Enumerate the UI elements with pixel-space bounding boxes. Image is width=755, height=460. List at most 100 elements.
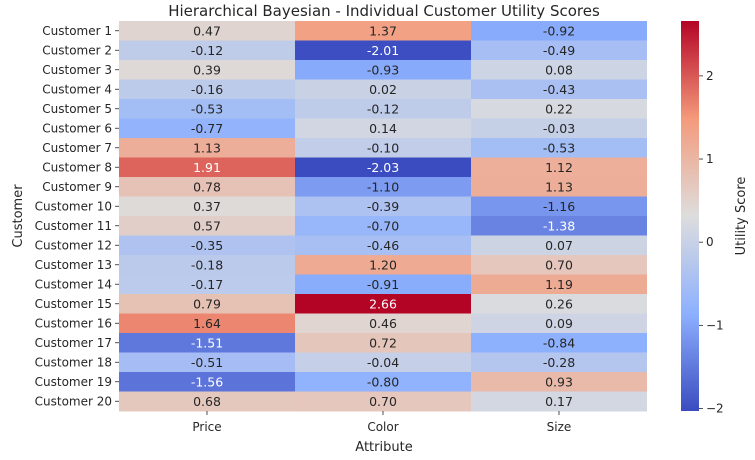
heatmap-cell xyxy=(471,21,647,41)
row-tick-label: Customer 18 xyxy=(35,355,112,369)
heatmap-cell xyxy=(295,313,471,334)
row-tick-label: Customer 5 xyxy=(42,102,112,116)
cell-value-label: 0.17 xyxy=(545,394,573,409)
cell-value-label: 0.79 xyxy=(193,296,221,311)
cell-value-label: 0.02 xyxy=(369,82,397,97)
cell-value-label: -2.03 xyxy=(367,160,399,175)
heatmap-cell xyxy=(119,333,295,353)
heatmap-cell xyxy=(295,333,471,353)
heatmap-cell xyxy=(119,274,295,295)
cell-value-label: -1.51 xyxy=(191,335,223,350)
cell-value-label: 0.08 xyxy=(545,62,573,77)
cell-value-label: -0.43 xyxy=(543,82,575,97)
cell-value-label: -1.16 xyxy=(543,199,575,214)
row-tick-label: Customer 6 xyxy=(42,121,112,135)
heatmap-cell xyxy=(119,21,295,41)
heatmap-cell xyxy=(471,235,647,256)
cell-value-label: -0.39 xyxy=(367,199,399,214)
column-tick-label: Color xyxy=(367,420,398,434)
cell-value-label: -0.80 xyxy=(367,374,399,389)
heatmap-cell xyxy=(471,99,647,119)
heatmap-cell xyxy=(471,372,647,392)
cell-value-label: 0.09 xyxy=(545,316,573,331)
heatmap-cell xyxy=(119,60,295,80)
row-tick-label: Customer 11 xyxy=(35,219,112,233)
heatmap-cell xyxy=(471,157,647,178)
heatmap-cell xyxy=(119,391,295,412)
heatmap-cell xyxy=(471,118,647,139)
cell-value-label: -1.10 xyxy=(367,179,399,194)
cell-value-label: -0.10 xyxy=(367,140,399,155)
colorbar-tick-label: −1 xyxy=(706,318,724,332)
cell-value-label: 1.20 xyxy=(369,257,397,272)
cell-value-label: 0.70 xyxy=(369,394,397,409)
heatmap-cell xyxy=(295,157,471,178)
cell-value-label: -0.12 xyxy=(191,43,223,58)
row-tick-label: Customer 13 xyxy=(35,258,112,272)
heatmap-cell xyxy=(119,138,295,158)
cell-value-label: 0.78 xyxy=(193,179,221,194)
cell-value-label: 1.91 xyxy=(193,160,221,175)
cell-value-label: -0.35 xyxy=(191,238,223,253)
cell-value-label: -0.84 xyxy=(543,335,575,350)
cell-value-label: 0.57 xyxy=(193,218,221,233)
cell-value-label: -0.49 xyxy=(543,43,575,58)
cell-value-label: -1.56 xyxy=(191,374,223,389)
colorbar-tick-label: 2 xyxy=(706,69,714,83)
colorbar-tick-label: 1 xyxy=(706,152,714,166)
cell-value-label: 0.93 xyxy=(545,374,573,389)
heatmap-cell xyxy=(471,196,647,217)
heatmap-cell xyxy=(119,255,295,275)
row-tick-label: Customer 20 xyxy=(35,394,112,408)
cell-value-label: 0.46 xyxy=(369,316,397,331)
row-tick-label: Customer 15 xyxy=(35,297,112,311)
cell-value-label: -0.17 xyxy=(191,277,223,292)
row-tick-label: Customer 14 xyxy=(35,277,112,291)
heatmap-cell xyxy=(295,138,471,158)
heatmap-cell xyxy=(119,157,295,178)
heatmap-cell xyxy=(119,196,295,217)
heatmap-cell xyxy=(119,372,295,392)
cell-value-label: -0.53 xyxy=(191,101,223,116)
cell-value-label: -0.93 xyxy=(367,62,399,77)
heatmap-cell xyxy=(295,216,471,236)
cell-value-label: 0.14 xyxy=(369,121,397,136)
heatmap-cell xyxy=(295,255,471,275)
cell-value-label: 1.12 xyxy=(545,160,573,175)
heatmap-cell xyxy=(295,352,471,373)
row-tick-label: Customer 1 xyxy=(42,24,112,38)
cell-value-label: -0.70 xyxy=(367,218,399,233)
cell-value-label: 1.13 xyxy=(545,179,573,194)
colorbar-tick-label: −2 xyxy=(706,402,724,416)
cell-value-label: -0.46 xyxy=(367,238,399,253)
column-tick-label: Size xyxy=(547,420,572,434)
cell-value-label: -0.12 xyxy=(367,101,399,116)
row-tick-label: Customer 16 xyxy=(35,316,112,330)
heatmap-cell xyxy=(295,177,471,197)
cell-value-label: 0.72 xyxy=(369,335,397,350)
row-tick-label: Customer 3 xyxy=(42,63,112,77)
heatmap-cell xyxy=(295,196,471,217)
heatmap-cell xyxy=(471,79,647,100)
cell-value-label: 0.26 xyxy=(545,296,573,311)
heatmap-cell xyxy=(471,60,647,80)
cell-value-label: -0.92 xyxy=(543,23,575,38)
heatmap-cell xyxy=(295,118,471,139)
heatmap-cell xyxy=(471,352,647,373)
cell-value-label: -0.16 xyxy=(191,82,223,97)
row-tick-label: Customer 10 xyxy=(35,199,112,213)
cell-value-label: 0.47 xyxy=(193,23,221,38)
heatmap-cell xyxy=(471,255,647,275)
row-tick-label: Customer 12 xyxy=(35,238,112,252)
cell-value-label: 0.22 xyxy=(545,101,573,116)
heatmap-cell xyxy=(295,79,471,100)
heatmap-cell xyxy=(119,40,295,61)
heatmap-cell xyxy=(295,274,471,295)
cell-value-label: -1.38 xyxy=(543,218,575,233)
colorbar-tick-label: 0 xyxy=(706,235,714,249)
heatmap-cell xyxy=(471,274,647,295)
heatmap-cell xyxy=(119,79,295,100)
heatmap-cell xyxy=(119,216,295,236)
heatmap-cell xyxy=(295,40,471,61)
